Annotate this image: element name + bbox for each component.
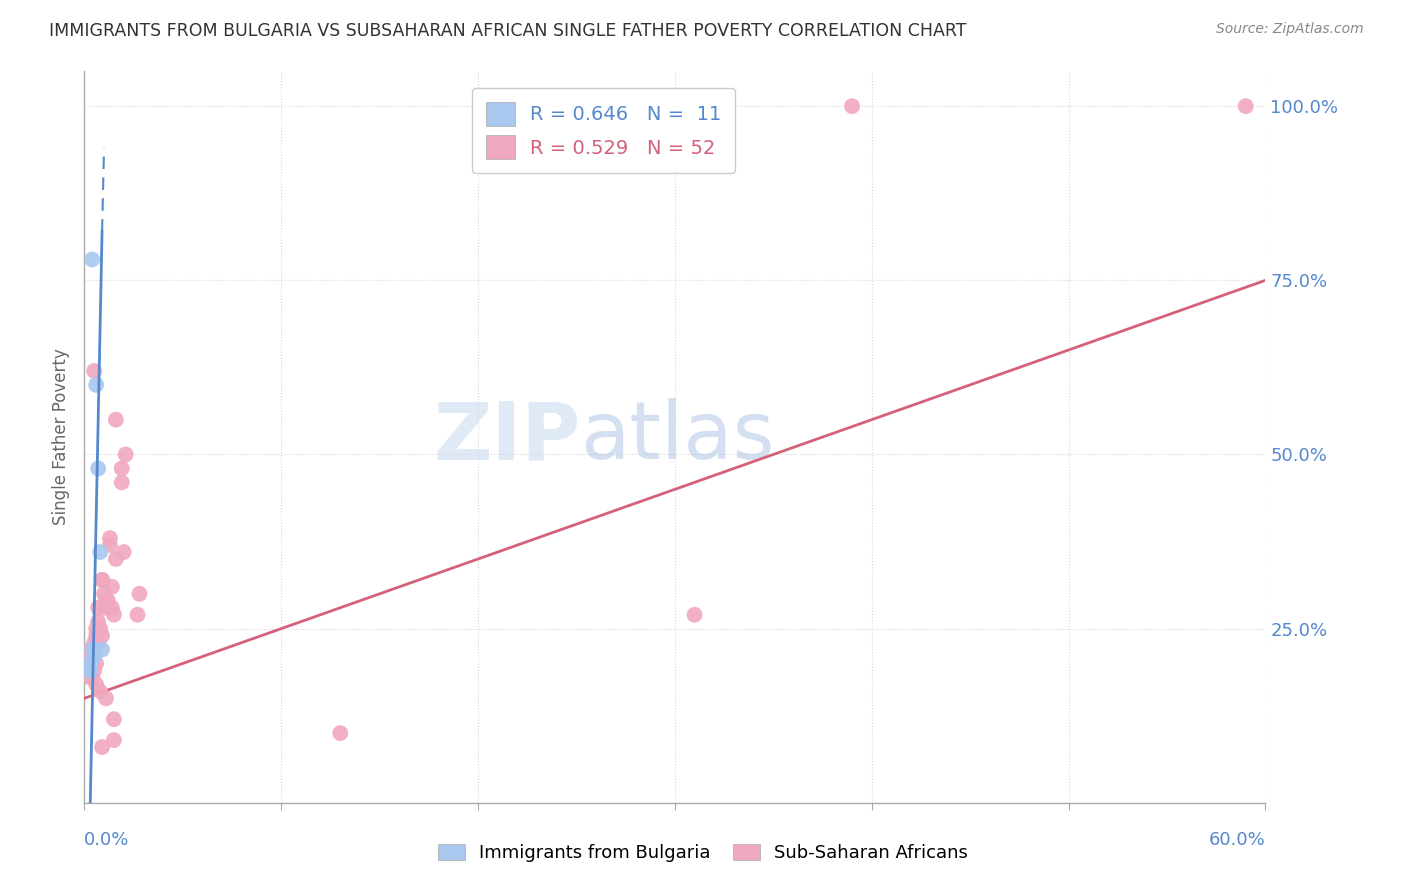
Text: Source: ZipAtlas.com: Source: ZipAtlas.com <box>1216 22 1364 37</box>
Text: IMMIGRANTS FROM BULGARIA VS SUBSAHARAN AFRICAN SINGLE FATHER POVERTY CORRELATION: IMMIGRANTS FROM BULGARIA VS SUBSAHARAN A… <box>49 22 967 40</box>
Text: 60.0%: 60.0% <box>1209 830 1265 848</box>
Point <box>87 600 110 615</box>
Point <box>79 664 101 678</box>
Point <box>94 691 117 706</box>
Point <box>79 670 101 684</box>
Point <box>112 545 135 559</box>
Point <box>82 657 104 671</box>
Point <box>79 657 101 671</box>
Point <box>128 587 150 601</box>
Point <box>127 607 149 622</box>
Point <box>101 600 124 615</box>
Y-axis label: Single Father Poverty: Single Father Poverty <box>52 349 70 525</box>
Text: 0.0%: 0.0% <box>84 830 129 848</box>
Point <box>94 594 117 608</box>
Point <box>103 607 125 622</box>
Point <box>82 252 104 267</box>
Point <box>82 670 104 684</box>
Point <box>91 642 114 657</box>
Point <box>101 580 124 594</box>
Point <box>111 461 134 475</box>
Text: atlas: atlas <box>581 398 775 476</box>
Legend: Immigrants from Bulgaria, Sub-Saharan Africans: Immigrants from Bulgaria, Sub-Saharan Af… <box>430 837 976 870</box>
Point <box>97 594 120 608</box>
Point <box>104 412 127 426</box>
Point <box>93 600 115 615</box>
Point <box>1234 99 1257 113</box>
Point <box>79 642 101 657</box>
Point <box>91 573 114 587</box>
Point <box>683 607 706 622</box>
Point <box>111 475 134 490</box>
Point <box>79 649 101 664</box>
Point <box>79 664 101 678</box>
Point <box>103 712 125 726</box>
Point <box>103 733 125 747</box>
Point <box>98 531 121 545</box>
Point <box>87 461 110 475</box>
Text: ZIP: ZIP <box>433 398 581 476</box>
Point <box>89 545 111 559</box>
Point <box>329 726 352 740</box>
Point <box>84 629 107 643</box>
Point <box>82 642 104 657</box>
Point <box>84 377 107 392</box>
Point <box>98 538 121 552</box>
Point <box>79 649 101 664</box>
Point <box>83 635 105 649</box>
Legend: R = 0.646   N =  11, R = 0.529   N = 52: R = 0.646 N = 11, R = 0.529 N = 52 <box>472 88 735 173</box>
Point <box>84 677 107 691</box>
Point <box>104 552 127 566</box>
Point <box>82 657 104 671</box>
Point <box>93 587 115 601</box>
Point <box>84 622 107 636</box>
Point <box>91 740 114 755</box>
Point <box>79 657 101 671</box>
Point <box>89 684 111 698</box>
Point <box>83 664 105 678</box>
Point <box>91 573 114 587</box>
Point <box>87 615 110 629</box>
Point <box>84 657 107 671</box>
Point <box>82 642 104 657</box>
Point <box>83 364 105 378</box>
Point <box>91 629 114 643</box>
Point <box>114 448 136 462</box>
Point <box>83 649 105 664</box>
Point <box>82 649 104 664</box>
Point <box>87 635 110 649</box>
Point <box>83 642 105 657</box>
Point <box>841 99 863 113</box>
Point <box>79 664 101 678</box>
Point <box>89 622 111 636</box>
Point <box>79 657 101 671</box>
